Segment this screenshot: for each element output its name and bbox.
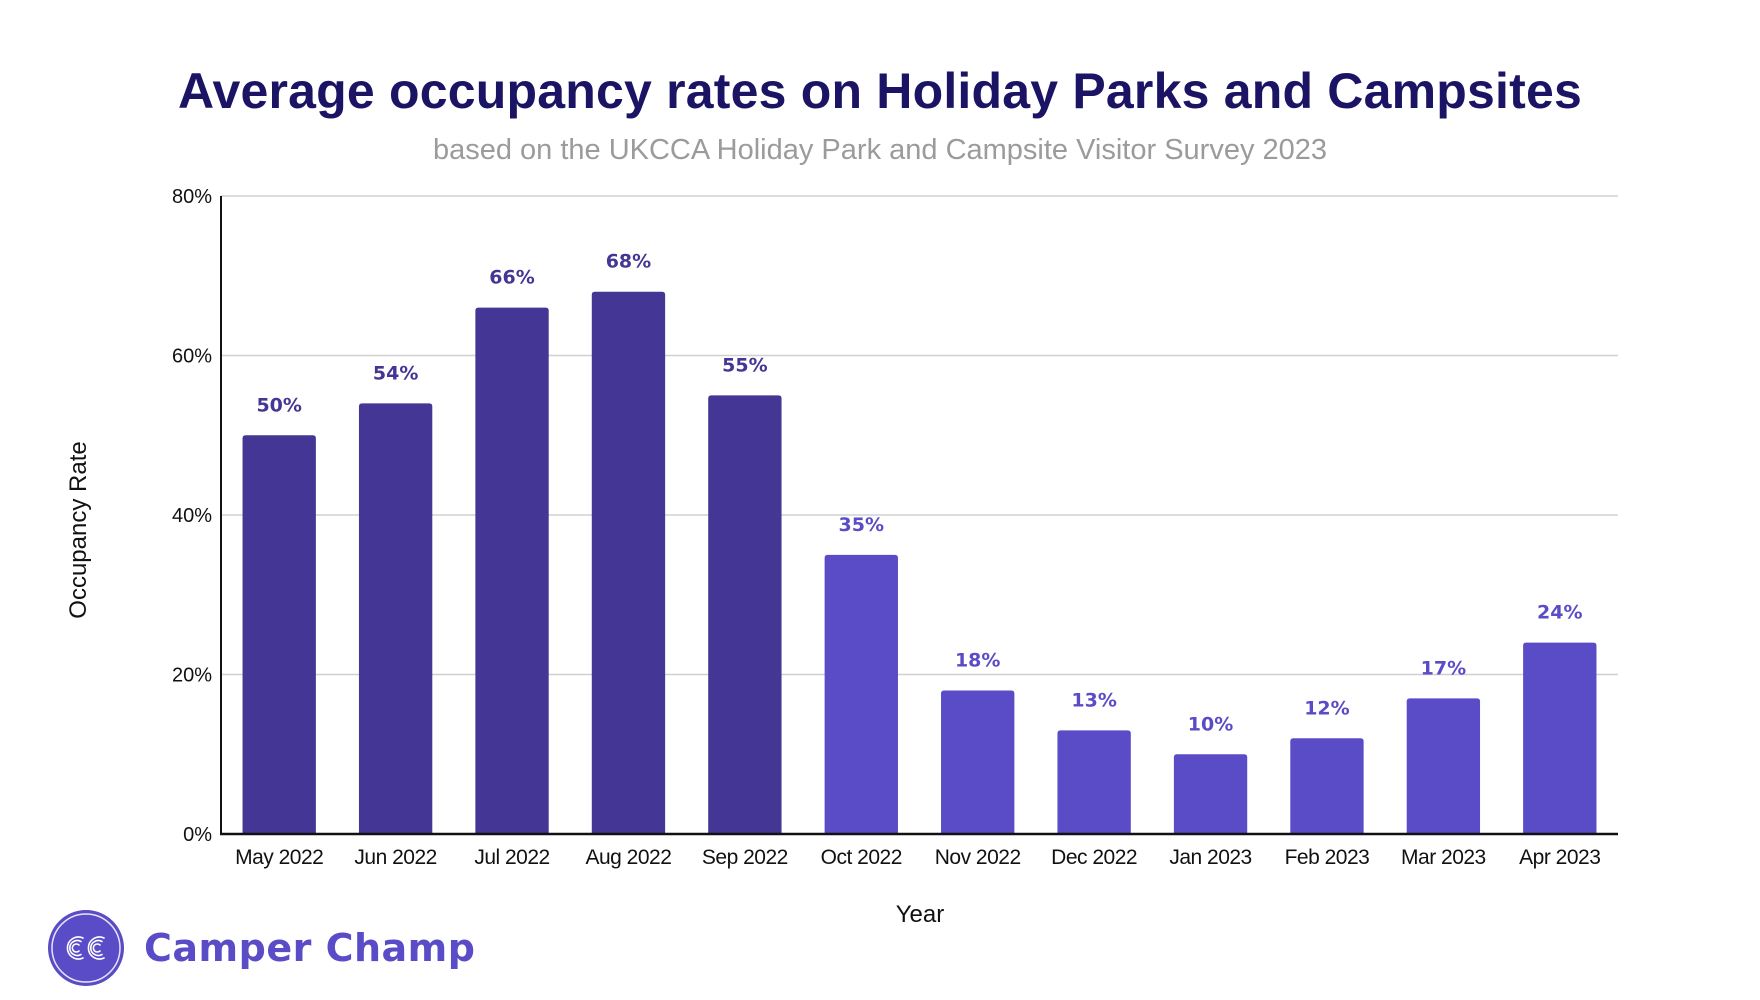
x-tick-label: Jun 2022	[354, 846, 436, 869]
data-label: 12%	[1304, 697, 1349, 719]
x-tick-label: Mar 2023	[1401, 846, 1486, 869]
y-tick-label: 40%	[172, 505, 212, 527]
x-tick-label: Jan 2023	[1169, 846, 1251, 869]
x-tick-label: Sep 2022	[702, 846, 788, 869]
x-tick-label: Oct 2022	[821, 846, 902, 869]
data-label: 24%	[1537, 602, 1582, 624]
brand-name: Camper Champ	[144, 926, 476, 970]
bar	[824, 554, 898, 834]
bar	[1290, 738, 1364, 834]
bar	[475, 307, 549, 834]
bar	[358, 403, 433, 834]
data-label: 35%	[839, 514, 884, 536]
data-labels: 50% 54% 66% 68% 55% 35% 18% 13% 10% 12% 17% 24%	[256, 251, 1582, 736]
data-label: 18%	[955, 649, 1000, 671]
brand-logo: Camper Champ	[48, 910, 475, 986]
cc-monogram-icon	[48, 910, 124, 986]
data-label: 55%	[722, 354, 767, 376]
data-label: 66%	[489, 267, 534, 289]
cc-monogram-graphic	[51, 913, 121, 983]
x-tick-label: Jul 2022	[474, 846, 549, 869]
x-tick-label: Dec 2022	[1051, 846, 1137, 869]
y-tick-label: 80%	[172, 186, 212, 208]
data-label: 17%	[1421, 657, 1466, 679]
gridlines	[221, 195, 1618, 676]
bar	[1523, 642, 1597, 834]
y-axis-title: Occupancy Rate	[65, 441, 92, 618]
data-label: 54%	[373, 362, 418, 384]
chart-title: Average occupancy rates on Holiday Parks…	[178, 63, 1582, 119]
bar	[591, 291, 666, 834]
x-axis-ticks: May 2022 Jun 2022 Jul 2022 Aug 2022 Sep 2022…	[235, 846, 1601, 869]
x-tick-label: Apr 2023	[1519, 846, 1600, 869]
chart-subtitle: based on the UKCCA Holiday Park and Camp…	[432, 134, 1328, 166]
y-tick-label: 0%	[183, 824, 212, 846]
bar	[1406, 698, 1481, 834]
y-tick-label: 20%	[172, 665, 212, 687]
bar	[1173, 754, 1248, 834]
x-tick-label: Feb 2023	[1285, 846, 1370, 869]
x-tick-label: May 2022	[235, 846, 323, 869]
data-label: 50%	[256, 394, 301, 416]
x-axis-title: Year	[896, 901, 945, 928]
data-label: 68%	[606, 251, 651, 273]
data-label: 10%	[1188, 713, 1233, 735]
y-tick-label: 60%	[172, 346, 212, 368]
x-tick-label: Aug 2022	[585, 846, 671, 869]
bar	[708, 395, 782, 834]
bar	[1057, 730, 1131, 834]
data-label: 13%	[1071, 689, 1116, 711]
bars	[242, 291, 1597, 834]
bar	[242, 435, 316, 834]
bar	[941, 690, 1015, 834]
y-axis-ticks: 0% 20% 40% 60% 80%	[172, 186, 212, 846]
x-tick-label: Nov 2022	[935, 846, 1021, 869]
